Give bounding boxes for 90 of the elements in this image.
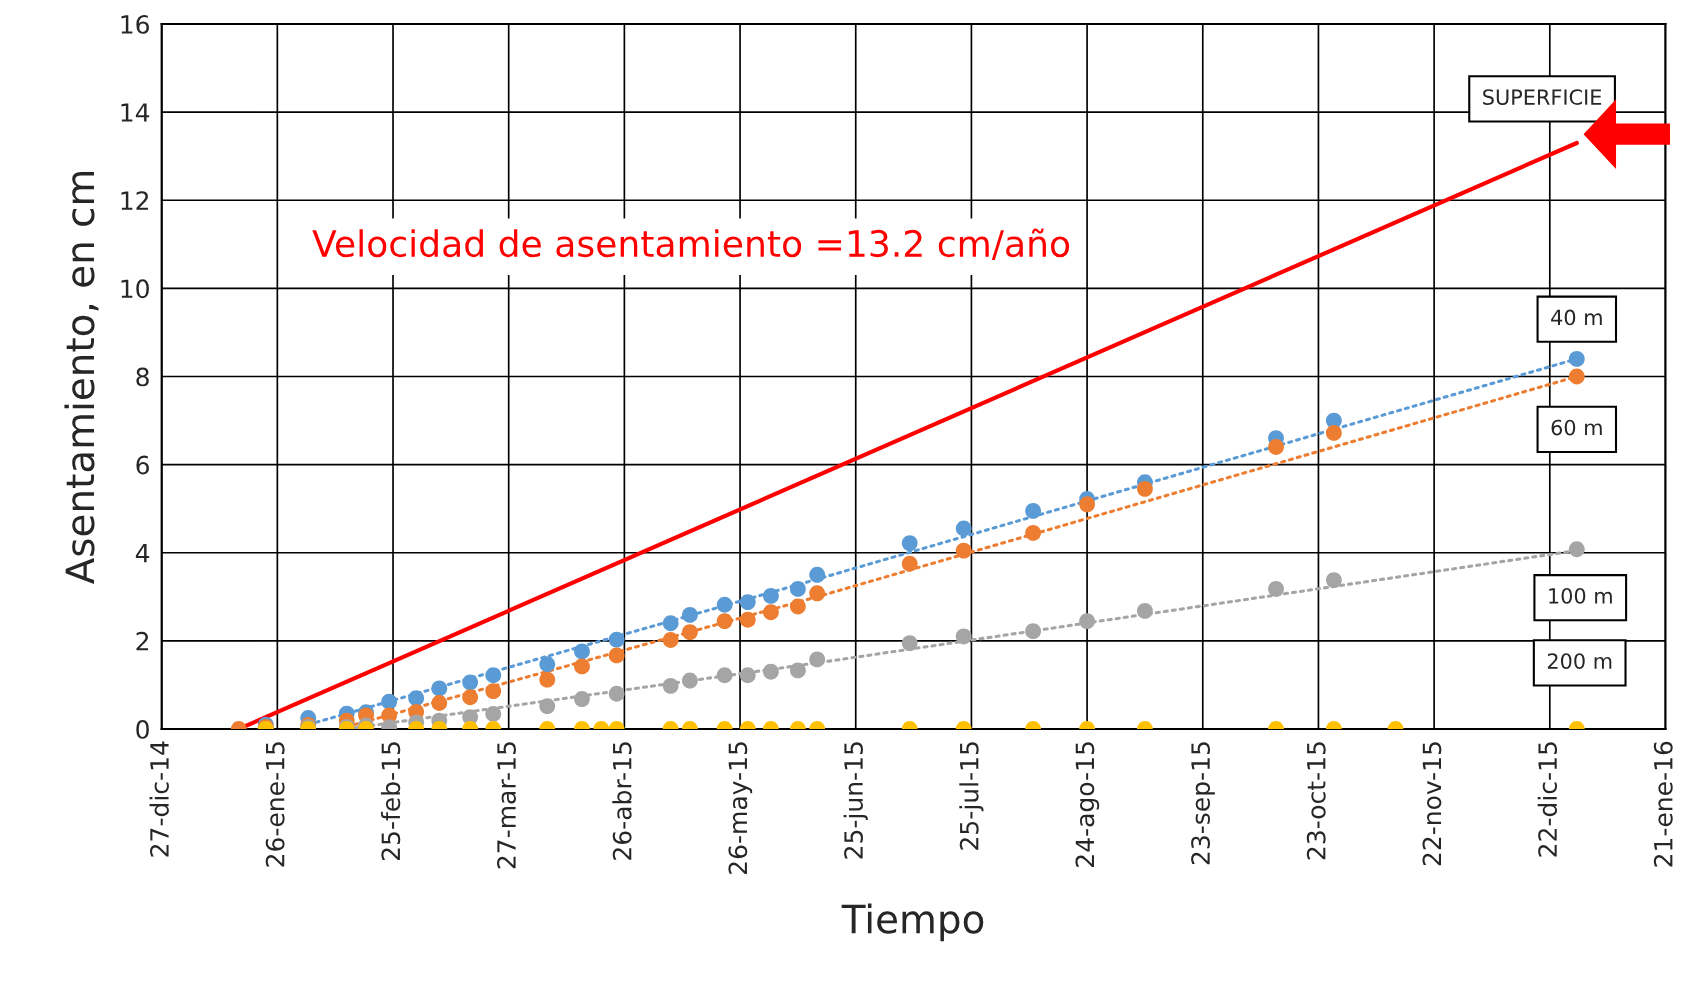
x-tick-label: 25-jul-15 xyxy=(959,742,984,850)
y-axis-title: Asentamiento, en cm xyxy=(64,171,99,585)
point xyxy=(955,542,972,559)
point xyxy=(431,680,448,697)
point xyxy=(739,594,756,611)
point xyxy=(539,698,556,715)
point xyxy=(901,555,918,572)
point xyxy=(1325,572,1342,588)
point xyxy=(662,615,679,632)
point xyxy=(485,683,502,700)
x-tick-label: 22-nov-15 xyxy=(1422,742,1442,866)
point xyxy=(1137,602,1153,619)
point xyxy=(608,647,625,664)
x-tick-label: 21-ene-16 xyxy=(1653,741,1673,867)
point xyxy=(608,631,625,648)
point xyxy=(485,667,502,684)
point xyxy=(408,690,425,707)
point xyxy=(662,632,679,648)
x-tick-label: 27-mar-15 xyxy=(497,742,516,869)
y-tick-label: 10 xyxy=(121,279,149,299)
text: 60 m xyxy=(1551,419,1602,436)
point xyxy=(789,580,806,597)
point xyxy=(1568,541,1585,558)
x-tick-label: 27-dic-14 xyxy=(149,741,169,857)
point xyxy=(901,635,918,651)
point xyxy=(716,613,733,629)
point xyxy=(809,585,826,602)
point xyxy=(662,677,679,694)
point xyxy=(1025,525,1042,541)
series-label: 100 m xyxy=(1549,587,1612,604)
point xyxy=(539,671,556,688)
x-tick-label: 26-may-15 xyxy=(728,742,753,874)
annotation: Velocidad de asentamiento =13.2 cm/año xyxy=(312,228,1070,260)
point xyxy=(901,535,918,551)
point xyxy=(789,662,806,679)
x-tick-label: 26-abr-15 xyxy=(612,742,632,860)
text: SUPERFICIE xyxy=(1483,89,1602,105)
x-tick-label: 25-jun-15 xyxy=(843,742,868,859)
point xyxy=(539,656,556,673)
point xyxy=(955,520,972,537)
x-tick-label: 23-oct-15 xyxy=(1306,742,1326,860)
point xyxy=(1568,368,1585,385)
point xyxy=(574,691,590,707)
point xyxy=(739,667,756,684)
point xyxy=(381,693,398,710)
text: 200 m xyxy=(1547,653,1612,669)
point xyxy=(608,685,625,702)
point xyxy=(682,606,698,623)
point xyxy=(574,658,590,675)
point xyxy=(1268,580,1284,597)
y-tick-label: 2 xyxy=(136,631,149,651)
point xyxy=(485,706,502,722)
point xyxy=(1025,502,1042,519)
y-tick-label: 14 xyxy=(121,103,150,122)
point xyxy=(809,566,826,583)
point xyxy=(716,596,733,613)
x-tick-label: 24-ago-15 xyxy=(1075,742,1100,867)
x-tick-label: 25-feb-15 xyxy=(380,742,401,860)
y-tick-label: 0 xyxy=(136,719,149,739)
point xyxy=(762,663,779,680)
y-tick-label: 8 xyxy=(136,367,149,387)
point xyxy=(955,628,972,645)
x-tick-label: 23-sep-15 xyxy=(1191,742,1215,865)
point xyxy=(682,624,698,640)
point xyxy=(1025,623,1042,640)
point xyxy=(809,651,826,668)
point xyxy=(739,611,756,628)
series-label: 40 m xyxy=(1551,309,1602,326)
point xyxy=(462,674,479,691)
point xyxy=(462,689,479,706)
point xyxy=(1268,439,1284,455)
point xyxy=(682,672,698,689)
y-tick-label: 16 xyxy=(121,14,149,34)
point xyxy=(762,604,779,621)
x-axis-title: Tiempo xyxy=(841,903,984,942)
point xyxy=(431,695,448,711)
point xyxy=(574,643,590,660)
point xyxy=(716,667,733,684)
point xyxy=(789,598,806,615)
point xyxy=(1079,496,1095,513)
point xyxy=(1325,424,1342,441)
point xyxy=(762,588,779,604)
y-tick-label: 6 xyxy=(136,455,149,475)
point xyxy=(1568,350,1585,367)
point xyxy=(1137,480,1153,497)
point xyxy=(1079,613,1095,629)
x-tick-label: 22-dic-15 xyxy=(1537,742,1558,857)
y-tick-label: 4 xyxy=(135,544,150,563)
y-tick-label: 12 xyxy=(121,191,149,210)
x-tick-label: 26-ene-15 xyxy=(265,742,285,867)
